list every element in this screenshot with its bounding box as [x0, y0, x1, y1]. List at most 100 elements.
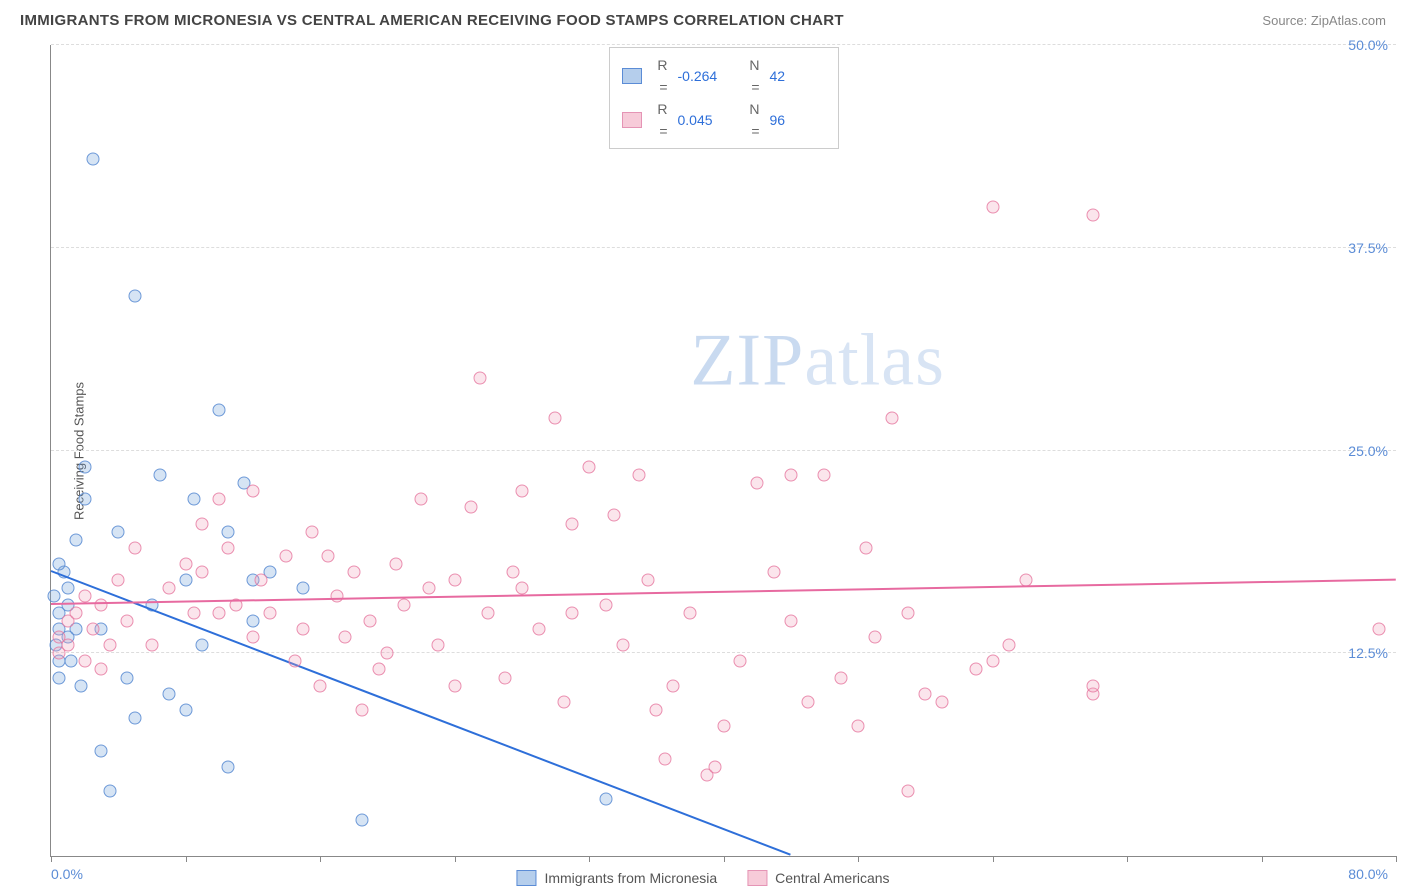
- data-point: [936, 695, 949, 708]
- data-point: [196, 566, 209, 579]
- data-point: [566, 517, 579, 530]
- data-point: [196, 517, 209, 530]
- data-point: [297, 582, 310, 595]
- gridline: [51, 652, 1396, 653]
- watermark: ZIPatlas: [690, 319, 945, 404]
- swatch-icon: [516, 870, 536, 886]
- data-point: [187, 606, 200, 619]
- data-point: [801, 695, 814, 708]
- legend-row-s1: R = -0.264 N = 42: [622, 54, 826, 98]
- data-point: [885, 412, 898, 425]
- data-point: [1003, 639, 1016, 652]
- data-point: [103, 785, 116, 798]
- y-tick-label: 12.5%: [1348, 645, 1388, 661]
- data-point: [297, 622, 310, 635]
- data-point: [868, 631, 881, 644]
- data-point: [154, 468, 167, 481]
- gridline: [51, 247, 1396, 248]
- data-point: [263, 606, 276, 619]
- data-point: [65, 655, 78, 668]
- data-point: [75, 679, 88, 692]
- data-point: [835, 671, 848, 684]
- data-point: [196, 639, 209, 652]
- data-point: [87, 152, 100, 165]
- x-tick: [320, 856, 321, 862]
- r-label: R =: [652, 54, 668, 98]
- data-point: [95, 598, 108, 611]
- data-point: [473, 371, 486, 384]
- gridline: [51, 44, 1396, 45]
- x-tick: [455, 856, 456, 862]
- data-point: [330, 590, 343, 603]
- data-point: [95, 663, 108, 676]
- data-point: [860, 541, 873, 554]
- x-tick: [51, 856, 52, 862]
- data-point: [608, 509, 621, 522]
- data-point: [78, 590, 91, 603]
- r-label: R =: [652, 98, 668, 142]
- r-value: 0.045: [678, 109, 734, 131]
- swatch-icon: [747, 870, 767, 886]
- data-point: [162, 582, 175, 595]
- r-value: -0.264: [678, 65, 734, 87]
- data-point: [515, 582, 528, 595]
- data-point: [734, 655, 747, 668]
- chart-area: Receiving Food Stamps ZIPatlas R = -0.26…: [50, 45, 1396, 857]
- data-point: [179, 704, 192, 717]
- data-point: [1087, 209, 1100, 222]
- data-point: [902, 785, 915, 798]
- data-point: [162, 687, 175, 700]
- data-point: [683, 606, 696, 619]
- n-value: 96: [770, 109, 826, 131]
- data-point: [969, 663, 982, 676]
- data-point: [658, 752, 671, 765]
- data-point: [784, 614, 797, 627]
- data-point: [398, 598, 411, 611]
- correlation-legend: R = -0.264 N = 42 R = 0.045 N = 96: [609, 47, 839, 149]
- data-point: [1087, 679, 1100, 692]
- data-point: [221, 525, 234, 538]
- data-point: [633, 468, 646, 481]
- data-point: [129, 712, 142, 725]
- data-point: [187, 493, 200, 506]
- chart-header: IMMIGRANTS FROM MICRONESIA VS CENTRAL AM…: [20, 12, 1386, 29]
- data-point: [532, 622, 545, 635]
- data-point: [145, 639, 158, 652]
- data-point: [213, 493, 226, 506]
- x-tick: [1262, 856, 1263, 862]
- data-point: [70, 606, 83, 619]
- data-point: [599, 598, 612, 611]
- data-point: [120, 671, 133, 684]
- n-value: 42: [770, 65, 826, 87]
- data-point: [641, 574, 654, 587]
- data-point: [221, 760, 234, 773]
- data-point: [986, 655, 999, 668]
- data-point: [557, 695, 570, 708]
- data-point: [78, 493, 91, 506]
- data-point: [482, 606, 495, 619]
- data-point: [78, 655, 91, 668]
- trend-line: [51, 570, 791, 856]
- data-point: [129, 541, 142, 554]
- data-point: [507, 566, 520, 579]
- n-label: N =: [744, 54, 760, 98]
- data-point: [986, 201, 999, 214]
- data-point: [53, 671, 66, 684]
- x-tick: [1396, 856, 1397, 862]
- data-point: [70, 533, 83, 546]
- chart-title: IMMIGRANTS FROM MICRONESIA VS CENTRAL AM…: [20, 12, 844, 29]
- data-point: [288, 655, 301, 668]
- x-tick: [589, 856, 590, 862]
- data-point: [246, 485, 259, 498]
- data-point: [120, 614, 133, 627]
- plot-region: ZIPatlas R = -0.264 N = 42 R = 0.045 N =…: [50, 45, 1396, 857]
- data-point: [246, 631, 259, 644]
- data-point: [61, 582, 74, 595]
- n-label: N =: [744, 98, 760, 142]
- y-tick-label: 50.0%: [1348, 37, 1388, 53]
- data-point: [87, 622, 100, 635]
- data-point: [53, 558, 66, 571]
- data-point: [852, 720, 865, 733]
- data-point: [389, 558, 402, 571]
- data-point: [255, 574, 268, 587]
